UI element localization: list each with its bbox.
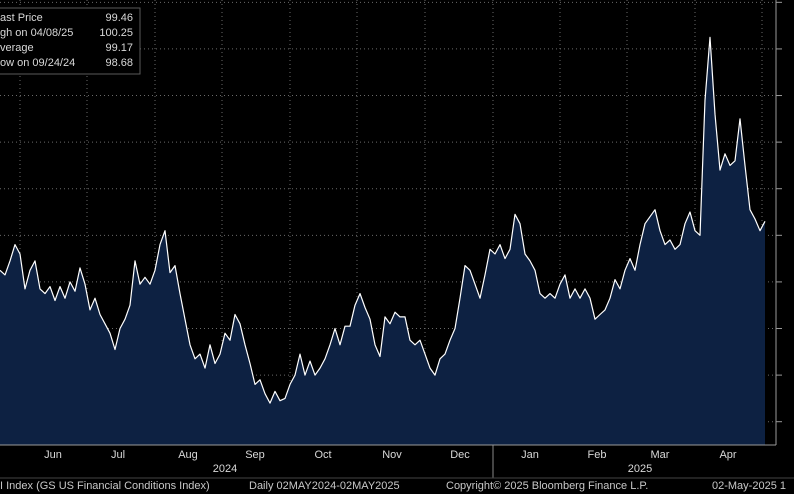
x-tick-label: Oct (314, 449, 331, 461)
footer-range: Daily 02MAY2024-02MAY2025 (249, 480, 400, 492)
x-axis: Jun Jul Aug Sep Oct Nov Dec Jan Feb Mar Apr 2024 202… (0, 0, 777, 478)
x-tick-label: Dec (450, 449, 470, 461)
footer: I Index (GS US Financial Conditions Inde… (0, 477, 794, 492)
year-label: 2024 (213, 463, 237, 475)
legend-label: gh on 04/08/25 (0, 27, 73, 39)
legend-label: verage (0, 42, 34, 54)
x-tick-label: Mar (651, 449, 670, 461)
x-tick-label: Feb (588, 449, 607, 461)
price-line (0, 36, 766, 404)
x-tick-label: Sep (245, 449, 265, 461)
legend-value: 98.68 (105, 57, 133, 69)
area-fill (0, 37, 765, 446)
x-tick-label: Aug (178, 449, 198, 461)
legend-label: ow on 09/24/24 (0, 57, 75, 69)
year-label: 2025 (628, 463, 652, 475)
plot-area (0, 36, 766, 446)
x-tick-label: Jun (44, 449, 62, 461)
legend-label: ast Price (0, 12, 43, 24)
footer-date: 02-May-2025 1 (712, 480, 786, 492)
legend-value: 99.46 (105, 12, 133, 24)
legend: ast Price 99.46 gh on 04/08/25 100.25 verage… (0, 7, 141, 75)
footer-copyright: Copyright© 2025 Bloomberg Finance L.P. (446, 480, 648, 492)
x-tick-label: Jul (111, 449, 125, 461)
x-tick-label: Apr (719, 449, 736, 461)
legend-value: 99.17 (105, 42, 133, 54)
legend-value: 100.25 (99, 27, 133, 39)
legend-box (0, 7, 141, 75)
footer-index: I Index (GS US Financial Conditions Inde… (0, 480, 210, 492)
x-tick-label: Nov (382, 449, 402, 461)
x-tick-label: Jan (521, 449, 539, 461)
